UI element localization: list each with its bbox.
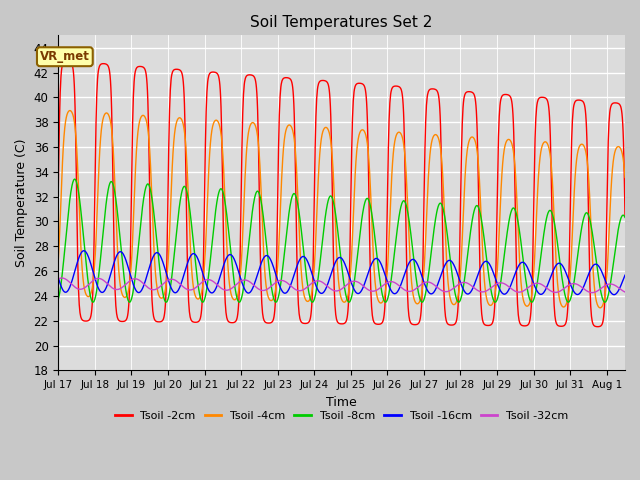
Tsoil -32cm [621,289,629,295]
Tsoil -16cm [547,275,554,281]
Line: Tsoil -8cm: Tsoil -8cm [58,179,625,302]
Tsoil -32cm [167,276,175,282]
Line: Tsoil -32cm: Tsoil -32cm [58,278,625,293]
Tsoil -2cm [594,324,602,330]
Tsoil -32cm [218,286,226,292]
Tsoil -2cm [484,323,492,328]
Tsoil -8cm [484,265,492,271]
Tsoil -4cm [157,295,164,300]
Tsoil -8cm [163,300,170,305]
Tsoil -32cm [588,290,596,296]
Tsoil -2cm [54,188,62,193]
Tsoil -8cm [270,297,278,302]
Tsoil -2cm [547,133,554,139]
Tsoil -32cm [484,288,492,293]
Y-axis label: Soil Temperature (C): Soil Temperature (C) [15,139,28,267]
Tsoil -16cm [80,248,88,253]
Tsoil -4cm [66,108,74,113]
Tsoil -16cm [621,272,629,278]
Tsoil -8cm [157,273,164,279]
Line: Tsoil -4cm: Tsoil -4cm [58,110,625,308]
Tsoil -8cm [71,176,79,182]
Tsoil -4cm [54,258,62,264]
Tsoil -8cm [219,188,227,194]
Tsoil -16cm [610,292,618,298]
Tsoil -16cm [54,275,62,280]
Line: Tsoil -2cm: Tsoil -2cm [58,61,625,327]
Tsoil -2cm [157,319,164,324]
Tsoil -32cm [270,281,278,287]
Tsoil -8cm [168,276,175,282]
Tsoil -8cm [54,296,62,302]
Tsoil -4cm [167,191,175,196]
Line: Tsoil -16cm: Tsoil -16cm [58,251,625,295]
Tsoil -16cm [270,264,278,270]
Title: Soil Temperatures Set 2: Soil Temperatures Set 2 [250,15,433,30]
Tsoil -16cm [218,267,226,273]
Tsoil -4cm [547,153,554,159]
Tsoil -16cm [167,285,175,291]
X-axis label: Time: Time [326,396,357,408]
Tsoil -32cm [157,283,164,289]
Tsoil -8cm [621,215,629,220]
Tsoil -32cm [54,276,62,282]
Text: VR_met: VR_met [40,50,90,63]
Tsoil -32cm [547,288,554,294]
Tsoil -2cm [167,77,175,83]
Tsoil -4cm [484,299,492,304]
Tsoil -8cm [547,208,554,214]
Tsoil -4cm [596,305,604,311]
Tsoil -2cm [621,213,629,218]
Tsoil -32cm [58,275,65,281]
Tsoil -16cm [157,253,164,259]
Tsoil -4cm [270,295,278,301]
Tsoil -16cm [484,259,492,264]
Legend: Tsoil -2cm, Tsoil -4cm, Tsoil -8cm, Tsoil -16cm, Tsoil -32cm: Tsoil -2cm, Tsoil -4cm, Tsoil -8cm, Tsoi… [111,406,573,425]
Tsoil -2cm [218,154,226,160]
Tsoil -2cm [63,58,70,64]
Tsoil -2cm [270,316,278,322]
Tsoil -4cm [218,142,226,148]
Tsoil -4cm [621,175,629,180]
